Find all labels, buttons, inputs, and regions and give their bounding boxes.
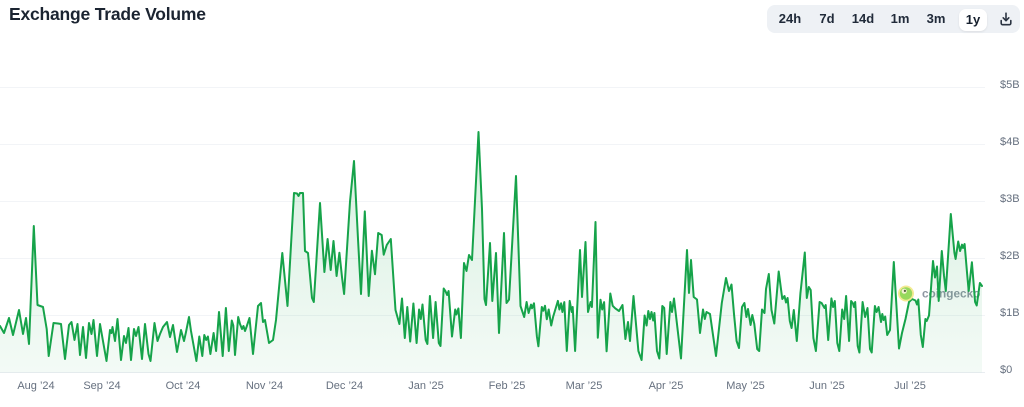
svg-text:Dec ’24: Dec ’24 xyxy=(326,380,363,392)
svg-text:Jun ’25: Jun ’25 xyxy=(809,380,844,392)
svg-text:$3B: $3B xyxy=(1000,193,1020,205)
svg-text:Nov ’24: Nov ’24 xyxy=(246,380,283,392)
svg-text:Feb ’25: Feb ’25 xyxy=(489,380,526,392)
svg-text:Sep ’24: Sep ’24 xyxy=(83,380,120,392)
svg-text:$1B: $1B xyxy=(1000,307,1020,319)
svg-text:Aug ’24: Aug ’24 xyxy=(17,380,54,392)
svg-text:$4B: $4B xyxy=(1000,136,1020,148)
svg-text:May ’25: May ’25 xyxy=(726,380,765,392)
svg-text:$5B: $5B xyxy=(1000,79,1020,91)
svg-text:Apr ’25: Apr ’25 xyxy=(649,380,684,392)
svg-text:$0: $0 xyxy=(1000,364,1012,376)
svg-text:$2B: $2B xyxy=(1000,250,1020,262)
svg-text:Mar ’25: Mar ’25 xyxy=(566,380,603,392)
svg-text:Jan ’25: Jan ’25 xyxy=(408,380,443,392)
svg-text:Oct ’24: Oct ’24 xyxy=(166,380,201,392)
svg-text:Jul ’25: Jul ’25 xyxy=(894,380,926,392)
